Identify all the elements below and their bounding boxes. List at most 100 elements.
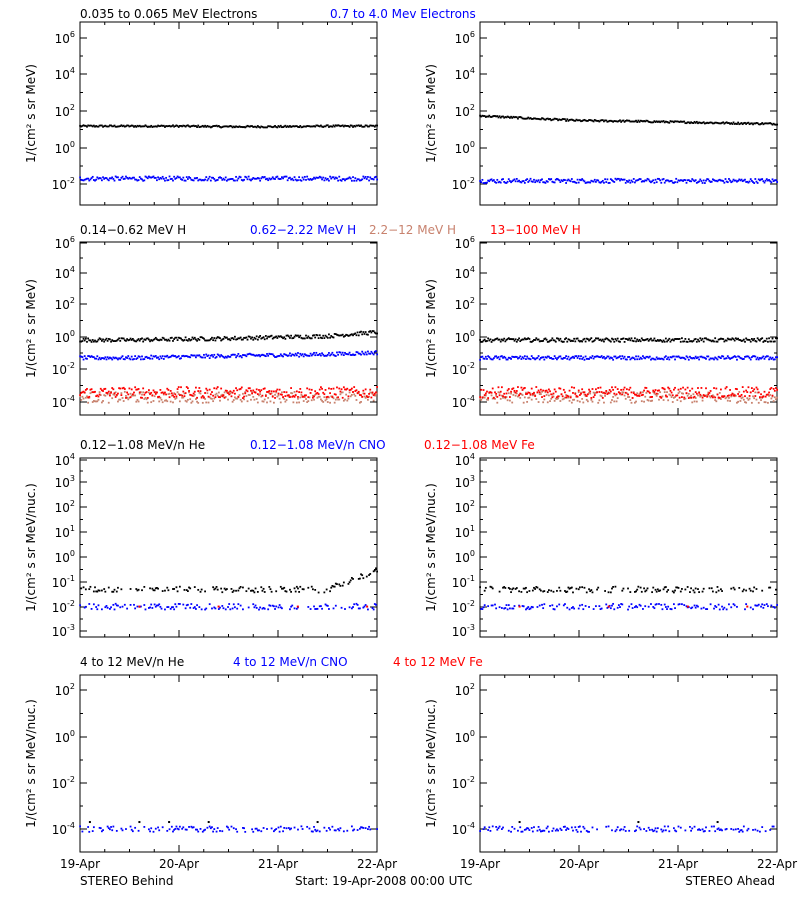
- data-point: [207, 177, 210, 180]
- data-point: [564, 603, 566, 605]
- data-point: [675, 120, 678, 123]
- data-point: [504, 607, 507, 609]
- data-point: [183, 395, 186, 398]
- data-point: [565, 591, 568, 593]
- data-point: [286, 355, 289, 357]
- data-point: [498, 394, 501, 397]
- data-point: [539, 388, 542, 391]
- data-point: [725, 386, 728, 388]
- legend-label: 13−100 MeV H: [490, 223, 581, 237]
- data-point: [158, 125, 161, 128]
- data-point: [525, 358, 527, 360]
- data-point: [180, 337, 182, 340]
- data-point: [252, 338, 255, 341]
- data-point: [634, 358, 636, 361]
- data-point: [361, 125, 364, 128]
- data-point: [234, 396, 236, 399]
- data-point: [522, 180, 525, 182]
- data-point: [341, 396, 344, 399]
- data-point: [599, 338, 602, 341]
- data-point: [687, 392, 690, 395]
- data-point: [120, 588, 123, 591]
- data-point: [578, 586, 581, 589]
- data-point: [705, 357, 707, 360]
- data-point: [211, 354, 213, 356]
- data-point: [754, 122, 757, 125]
- data-point: [510, 390, 512, 393]
- data-point: [96, 590, 99, 593]
- data-point: [127, 177, 130, 180]
- data-point: [670, 339, 673, 342]
- data-point: [196, 126, 198, 128]
- data-point: [754, 395, 757, 397]
- data-point: [509, 357, 511, 359]
- data-point: [363, 395, 366, 398]
- data-point: [151, 126, 154, 128]
- data-point: [244, 392, 247, 395]
- data-point: [489, 391, 492, 394]
- data-point: [660, 357, 663, 360]
- data-point: [589, 390, 592, 393]
- data-point: [133, 358, 135, 360]
- data-point: [133, 339, 135, 342]
- data-point: [104, 338, 107, 341]
- data-point: [176, 590, 179, 593]
- data-point: [277, 394, 280, 397]
- data-point: [192, 124, 195, 127]
- data-point: [261, 337, 264, 339]
- data-point: [574, 340, 577, 343]
- data-point: [138, 391, 141, 394]
- data-point: [620, 828, 623, 831]
- data-point: [123, 388, 126, 390]
- data-point: [578, 825, 581, 828]
- data-point: [514, 588, 517, 590]
- data-point: [506, 115, 509, 118]
- data-point: [84, 178, 87, 181]
- data-point: [740, 829, 743, 831]
- data-point: [331, 825, 334, 828]
- data-point: [599, 608, 602, 611]
- data-point: [756, 182, 759, 184]
- data-point: [376, 124, 378, 127]
- data-point: [271, 337, 274, 340]
- data-point: [250, 179, 252, 182]
- data-point: [165, 125, 168, 127]
- data-point: [645, 830, 648, 832]
- data-point: [135, 178, 138, 181]
- data-point: [189, 356, 192, 359]
- data-point: [570, 356, 573, 359]
- data-point: [362, 577, 365, 580]
- data-point: [628, 119, 631, 122]
- data-point: [208, 825, 211, 828]
- data-point: [511, 338, 514, 341]
- data-point: [89, 392, 92, 395]
- data-point: [666, 121, 668, 123]
- data-point: [339, 351, 342, 354]
- data-point: [282, 396, 284, 398]
- data-point: [740, 397, 743, 400]
- data-point: [574, 393, 577, 395]
- data-point: [647, 356, 650, 359]
- data-point: [546, 401, 549, 404]
- data-point: [94, 357, 96, 360]
- data-point: [259, 390, 262, 393]
- data-point: [133, 603, 135, 606]
- data-point: [621, 337, 624, 340]
- data-point: [349, 388, 352, 391]
- data-point: [708, 339, 711, 342]
- data-point: [512, 387, 515, 390]
- data-point: [758, 339, 761, 342]
- data-point: [521, 389, 524, 391]
- data-point: [562, 825, 565, 828]
- data-point: [672, 388, 675, 391]
- data-point: [353, 179, 356, 182]
- data-point: [256, 590, 259, 593]
- data-point: [146, 337, 149, 340]
- data-point: [652, 357, 655, 360]
- data-point: [538, 340, 541, 343]
- data-point: [686, 341, 689, 343]
- data-point: [334, 333, 337, 336]
- data-point: [231, 607, 234, 610]
- data-point: [149, 357, 151, 360]
- data-point: [512, 338, 515, 340]
